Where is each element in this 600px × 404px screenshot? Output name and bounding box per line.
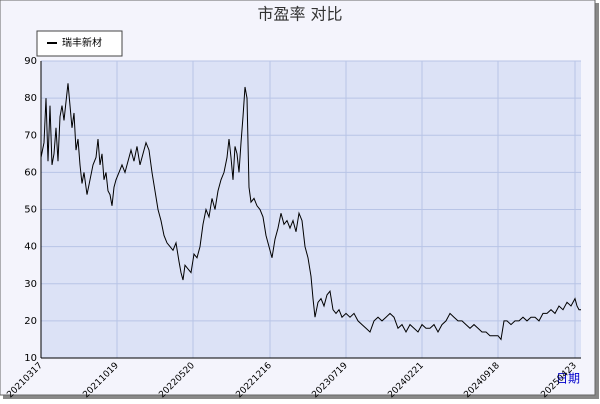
chart-title: 市盈率 对比: [257, 5, 342, 24]
y-tick-label: 70: [24, 130, 37, 141]
legend-label: 瑞丰新材: [62, 36, 102, 49]
line-series: [40, 83, 581, 341]
y-tick-label: 90: [24, 56, 37, 67]
y-tick-label: 20: [24, 316, 37, 327]
x-axis-label: 日期: [556, 372, 580, 386]
y-tick-label: 60: [24, 167, 37, 178]
y-tick-label: 40: [24, 242, 37, 253]
y-tick-label: 10: [24, 353, 37, 364]
y-tick-label: 30: [24, 279, 37, 290]
y-tick-label: 50: [24, 205, 37, 216]
y-tick-label: 80: [24, 93, 37, 104]
